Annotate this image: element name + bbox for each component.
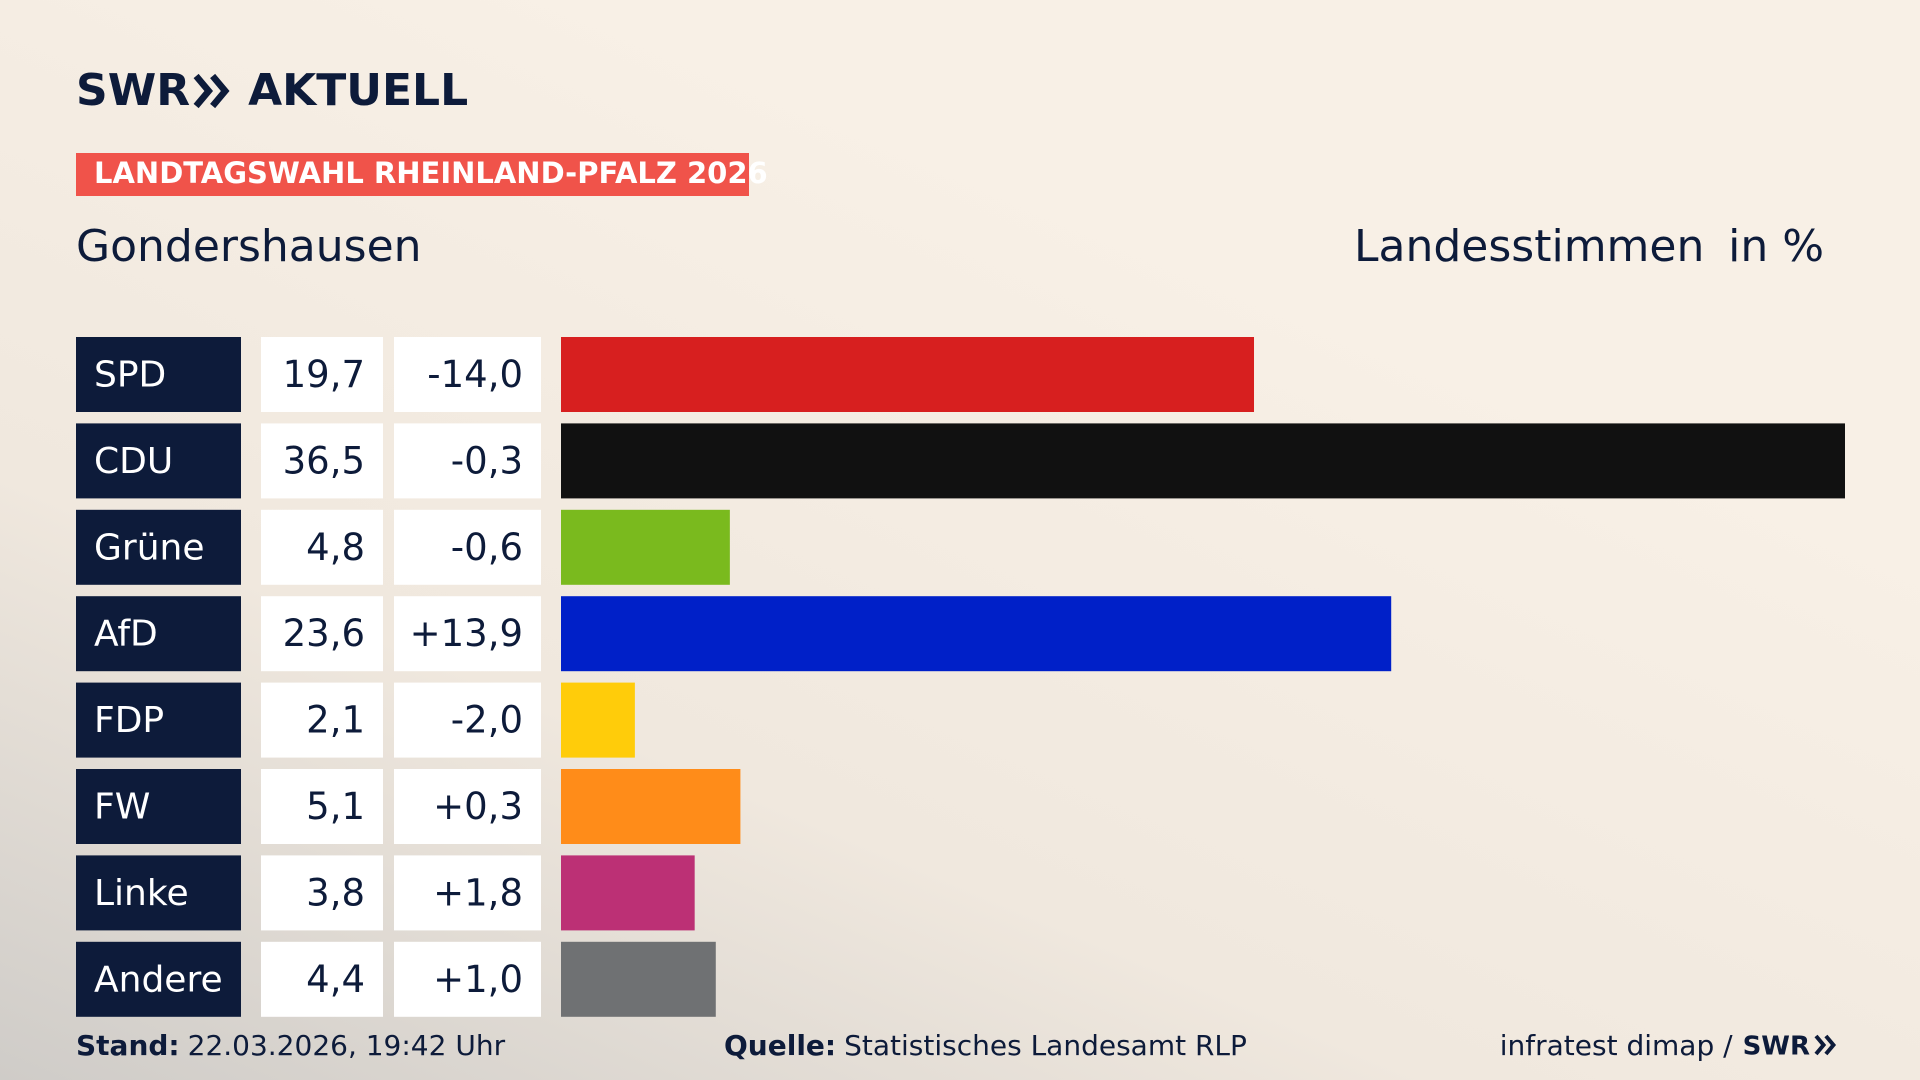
value-label: 5,1 xyxy=(306,785,365,828)
brand: SWR xyxy=(76,65,190,116)
source-label: Quelle: xyxy=(724,1029,836,1062)
party-label: CDU xyxy=(94,441,173,482)
party-label: FDP xyxy=(94,700,164,741)
party-cell xyxy=(76,941,241,1017)
value-label: 2,1 xyxy=(306,699,365,742)
value-cell xyxy=(261,423,383,499)
party-cell xyxy=(76,855,241,931)
bar xyxy=(561,423,1845,499)
unit: in % xyxy=(1728,221,1824,272)
value-label: 19,7 xyxy=(283,353,365,396)
bar xyxy=(561,682,635,758)
party-label: SPD xyxy=(94,355,166,396)
bar xyxy=(561,509,730,585)
change-cell xyxy=(394,941,541,1017)
change-cell xyxy=(394,423,541,499)
measure: Landesstimmen xyxy=(1354,221,1704,272)
party-label: Linke xyxy=(94,873,189,914)
chevron xyxy=(210,73,230,109)
value-cell xyxy=(261,337,383,412)
place: Gondershausen xyxy=(76,221,422,272)
value-label: 4,4 xyxy=(306,958,365,1001)
party-cell xyxy=(76,596,241,672)
change-label: -0,3 xyxy=(451,439,523,482)
value-cell xyxy=(261,509,383,585)
party-cell xyxy=(76,423,241,499)
banner xyxy=(76,153,749,196)
change-label: +1,8 xyxy=(433,871,523,914)
change-cell xyxy=(394,682,541,758)
chevron xyxy=(193,73,214,109)
party-label: Andere xyxy=(94,959,223,1000)
bar xyxy=(561,769,741,844)
credit: infratest dimap / xyxy=(1500,1029,1733,1062)
change-label: +1,0 xyxy=(433,958,523,1001)
party-cell xyxy=(76,682,241,758)
stand: 22.03.2026, 19:42 Uhr xyxy=(188,1029,506,1062)
value-label: 3,8 xyxy=(306,871,365,914)
source: Statistisches Landesamt RLP xyxy=(844,1029,1247,1062)
value-cell xyxy=(261,769,383,844)
chevron xyxy=(1824,1034,1837,1056)
party-cell xyxy=(76,509,241,585)
banner-text: LANDTAGSWAHL RHEINLAND-PFALZ 2026 xyxy=(94,156,768,190)
bar xyxy=(561,337,1255,412)
change-label: +13,9 xyxy=(410,612,523,655)
change-cell xyxy=(394,855,541,931)
stand-label: Stand: xyxy=(76,1029,180,1062)
value-cell xyxy=(261,596,383,672)
bar xyxy=(561,855,695,931)
value-cell xyxy=(261,941,383,1017)
value-cell xyxy=(261,855,383,931)
change-cell xyxy=(394,337,541,412)
value-cell xyxy=(261,682,383,758)
change-cell xyxy=(394,509,541,585)
change-label: -2,0 xyxy=(451,699,523,742)
change-label: +0,3 xyxy=(433,785,523,828)
bar xyxy=(561,941,716,1017)
chevron xyxy=(1814,1034,1827,1056)
party-label: Grüne xyxy=(94,527,204,568)
value-label: 23,6 xyxy=(283,612,365,655)
party-cell xyxy=(76,769,241,844)
value-label: 36,5 xyxy=(283,439,365,482)
change-label: -14,0 xyxy=(427,353,523,396)
brand-suffix: AKTUELL xyxy=(248,65,468,116)
bar xyxy=(561,596,1392,672)
party-cell xyxy=(76,337,241,412)
credit-brand: SWR xyxy=(1743,1032,1810,1062)
party-label: AfD xyxy=(94,614,158,655)
change-label: -0,6 xyxy=(451,526,523,569)
value-label: 4,8 xyxy=(306,526,365,569)
party-label: FW xyxy=(94,787,150,828)
change-cell xyxy=(394,596,541,672)
change-cell xyxy=(394,769,541,844)
